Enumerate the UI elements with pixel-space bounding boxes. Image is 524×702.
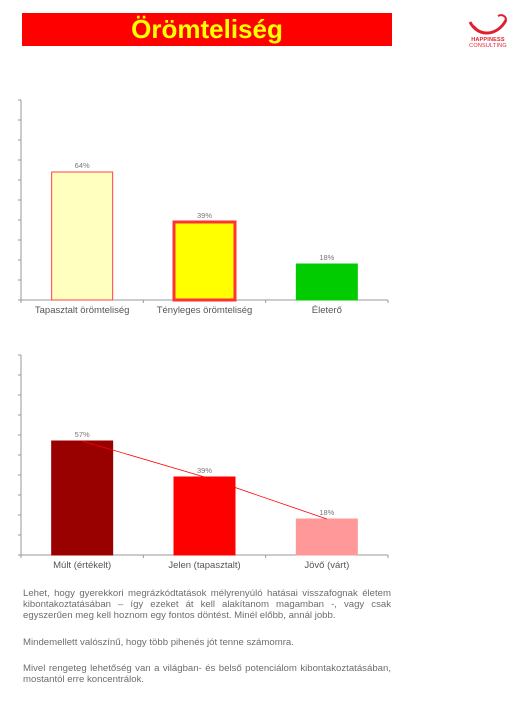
logo-text: HAPPINESS CONSULTING [462, 37, 514, 49]
category-label: Tényleges örömteliség [157, 305, 253, 316]
paragraph-2: Mindemellett valószínű, hogy több pihené… [23, 637, 294, 648]
bar [173, 476, 236, 556]
category-label: Életerő [312, 305, 342, 316]
data-label: 18% [319, 508, 334, 517]
data-label: 39% [197, 211, 212, 220]
chart-happiness: 64% Tapasztalt örömteliség 39% Tényleges ör… [18, 99, 389, 316]
logo-sub: CONSULTING [469, 43, 507, 49]
title-bar: Örömteliség [22, 13, 392, 46]
trend-line [82, 440, 327, 520]
data-label: 18% [319, 253, 334, 262]
bar [51, 440, 114, 556]
category-label: Tapasztalt örömteliség [35, 305, 130, 316]
paragraph-1: Lehet, hogy gyerekkori megrázkódtatások … [23, 588, 391, 621]
category-label: Jelen (tapasztalt) [168, 560, 240, 571]
data-label: 57% [75, 430, 90, 439]
category-label: Jövő (várt) [304, 560, 349, 571]
paragraph-3: Mivel rengeteg lehetőség van a világban-… [23, 663, 391, 685]
page-title: Örömteliség [131, 14, 283, 44]
data-label: 64% [75, 161, 90, 170]
data-label: 39% [197, 466, 212, 475]
chart-time-perspective: 57% Múlt (értékelt) 39% Jelen (tapasztalt) 1… [18, 354, 389, 571]
bar [295, 518, 358, 556]
bar [172, 220, 237, 302]
bar [295, 263, 358, 301]
logo-brand: HAPPINESS [471, 37, 505, 43]
bar [51, 171, 114, 301]
happiness-logo-icon [468, 14, 508, 35]
category-label: Múlt (értékelt) [53, 560, 111, 571]
